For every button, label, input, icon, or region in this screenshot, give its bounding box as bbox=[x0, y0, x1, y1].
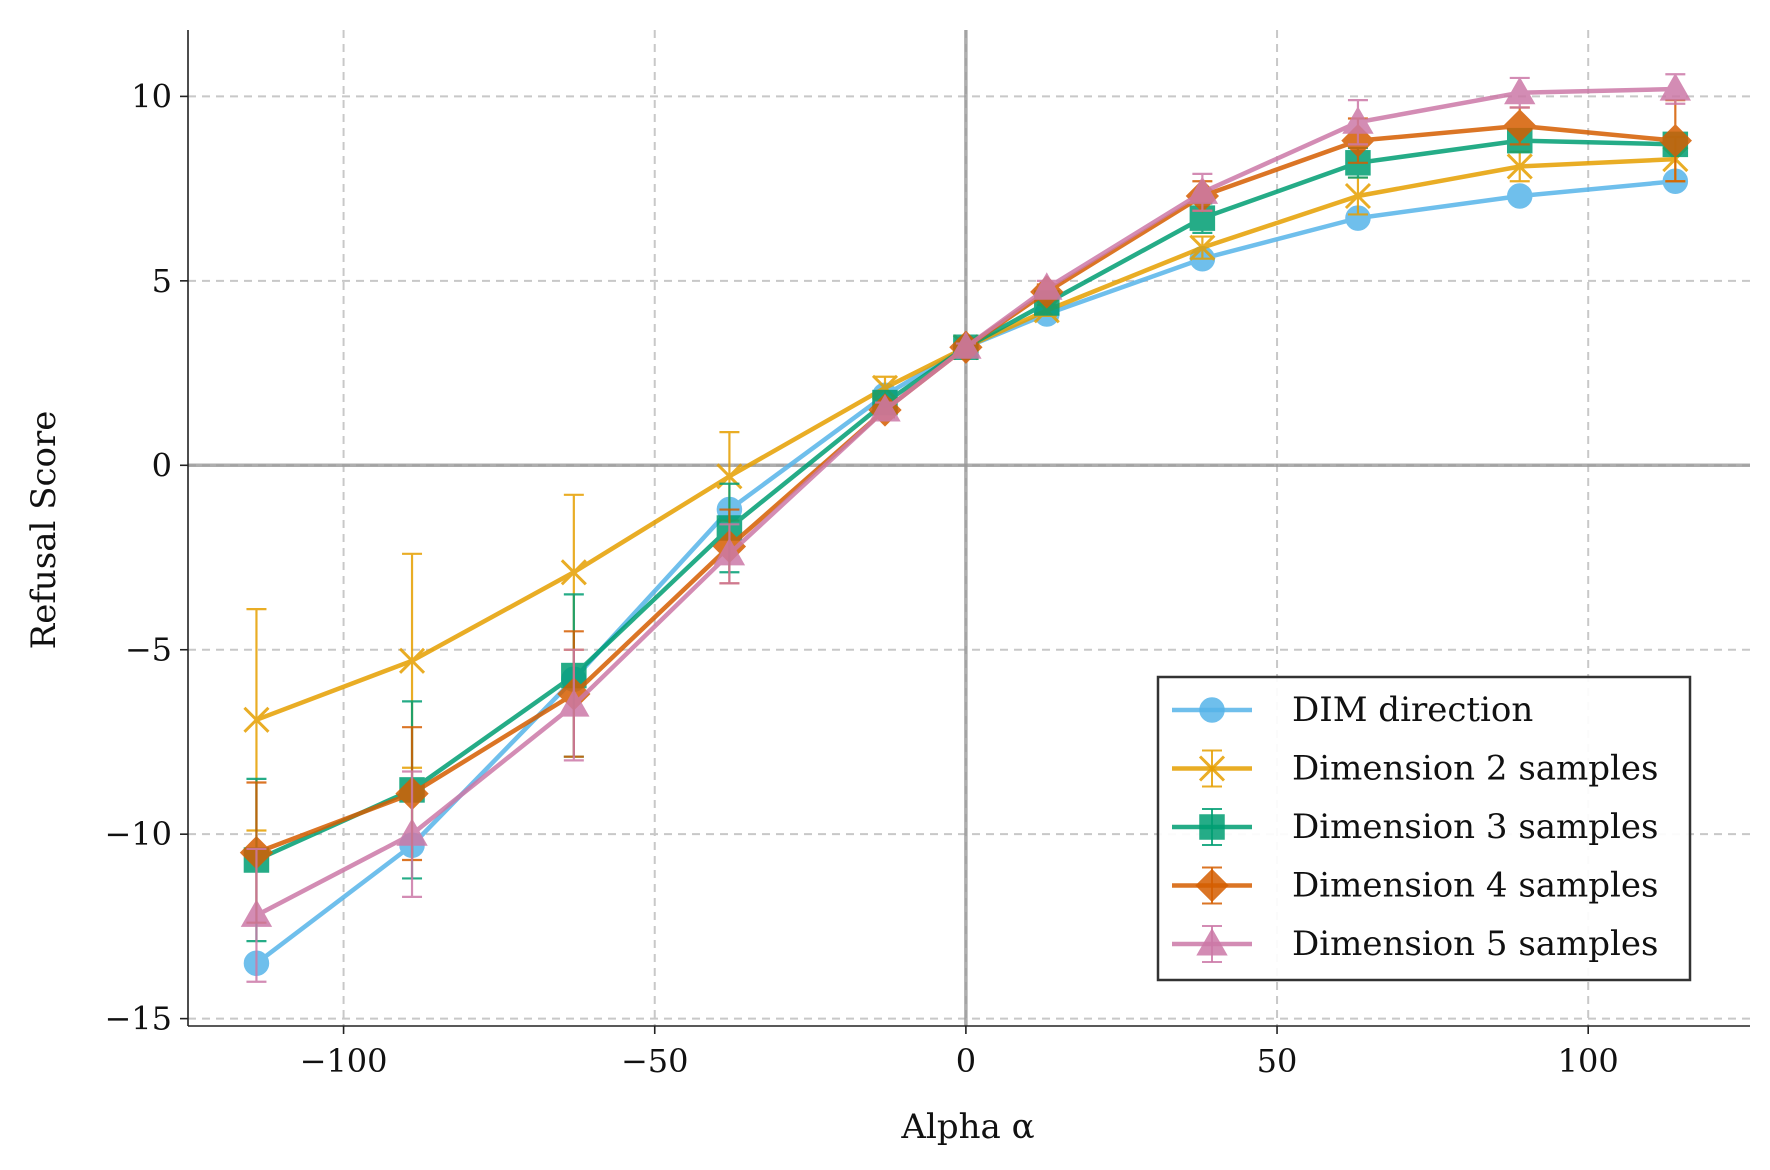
data-point bbox=[1506, 153, 1533, 180]
data-point bbox=[240, 899, 273, 927]
legend-marker bbox=[1199, 697, 1225, 723]
series-5 bbox=[240, 73, 1692, 983]
legend-entry: Dimension 5 samples bbox=[1172, 924, 1659, 964]
data-point bbox=[1031, 272, 1063, 300]
data-point bbox=[1342, 106, 1374, 134]
data-point bbox=[243, 706, 270, 733]
data-point bbox=[560, 559, 587, 586]
legend-marker bbox=[1196, 928, 1228, 956]
x-tick-label: 0 bbox=[956, 1042, 976, 1080]
legend-label: DIM direction bbox=[1292, 690, 1533, 730]
legend-entry: Dimension 3 samples bbox=[1172, 807, 1659, 847]
legend-entry: DIM direction bbox=[1172, 690, 1533, 730]
legend-entry: Dimension 4 samples bbox=[1172, 866, 1659, 906]
zero-reference-lines bbox=[188, 30, 1750, 1026]
data-point bbox=[1189, 234, 1216, 261]
data-point bbox=[1659, 73, 1692, 101]
y-tick-label: 0 bbox=[152, 446, 172, 484]
legend-marker-group bbox=[1198, 755, 1226, 782]
data-point bbox=[713, 537, 746, 566]
legend-label: Dimension 4 samples bbox=[1292, 866, 1659, 906]
y-tick-label: 10 bbox=[131, 77, 172, 115]
legend-label: Dimension 5 samples bbox=[1292, 924, 1659, 964]
x-tick-label: 100 bbox=[1558, 1042, 1619, 1080]
legend-marker-group bbox=[1196, 928, 1228, 956]
legend-marker-group bbox=[1199, 814, 1225, 840]
legend-label: Dimension 3 samples bbox=[1292, 807, 1659, 847]
y-tick-label: −10 bbox=[104, 815, 172, 853]
data-point bbox=[558, 689, 590, 717]
legend-marker-group bbox=[1199, 697, 1225, 723]
x-tick-label: −50 bbox=[621, 1042, 689, 1080]
y-tick-label: −15 bbox=[104, 1000, 172, 1038]
data-point bbox=[1186, 176, 1219, 204]
legend-marker bbox=[1199, 814, 1225, 840]
legend-marker-group bbox=[1195, 868, 1229, 903]
legend-label: Dimension 2 samples bbox=[1292, 749, 1659, 789]
legend-marker bbox=[1195, 868, 1229, 903]
y-axis-title: Refusal Score bbox=[24, 411, 64, 650]
y-tick-label: −5 bbox=[125, 631, 172, 669]
data-point bbox=[1506, 183, 1533, 209]
x-tick-label: 50 bbox=[1257, 1042, 1298, 1080]
data-point bbox=[1503, 109, 1537, 143]
y-tick-label: 5 bbox=[152, 262, 172, 300]
data-point bbox=[1504, 76, 1536, 105]
x-axis-title: Alpha α bbox=[900, 1107, 1034, 1147]
data-point bbox=[396, 818, 428, 846]
legend: DIM direction Dimension 2 samples Dimensio… bbox=[1156, 675, 1692, 982]
data-point bbox=[1344, 182, 1372, 210]
axes bbox=[180, 30, 1750, 1034]
x-tick-label: −100 bbox=[300, 1042, 388, 1080]
data-point bbox=[950, 331, 982, 359]
data-point bbox=[1658, 124, 1692, 158]
legend-entry: Dimension 2 samples bbox=[1172, 749, 1659, 789]
data-point bbox=[398, 647, 426, 674]
legend-marker bbox=[1198, 755, 1226, 782]
series-layer bbox=[239, 73, 1692, 983]
data-point bbox=[869, 394, 901, 422]
